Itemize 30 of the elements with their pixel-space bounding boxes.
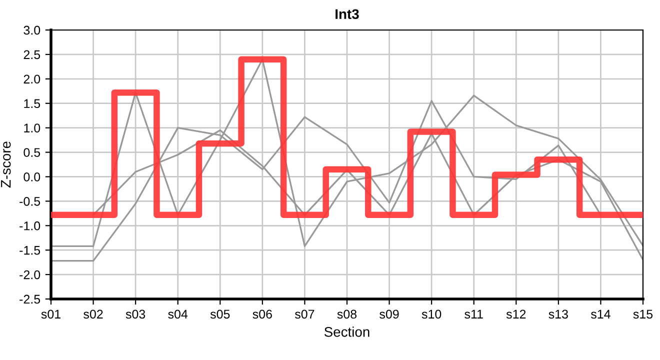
x-tick-label: s03 xyxy=(126,310,146,319)
x-tick-label: s14 xyxy=(590,310,610,319)
x-tick-label: s15 xyxy=(633,310,653,319)
x-tick-label: s05 xyxy=(210,310,230,319)
y-tick-label: -1.0 xyxy=(20,221,40,230)
y-tick-label: 1.0 xyxy=(24,124,40,132)
x-tick-label: s12 xyxy=(506,310,526,319)
y-tick-label: 0.0 xyxy=(24,172,40,182)
y-tick-label: 0.5 xyxy=(24,148,40,157)
x-tick-label: s02 xyxy=(84,310,103,319)
y-tick-label: 1.5 xyxy=(24,99,40,108)
x-tick-label: s01 xyxy=(41,310,60,319)
y-tick-label: 2.5 xyxy=(24,50,40,60)
y-tick-label: -0.5 xyxy=(20,196,40,206)
x-tick-label: s06 xyxy=(252,310,272,319)
x-tick-label: s10 xyxy=(422,310,442,319)
x-tick-label: s13 xyxy=(548,310,568,319)
y-tick-label: 3.0 xyxy=(24,26,40,35)
chart-title: Int3 xyxy=(336,9,359,20)
x-axis-title: Section xyxy=(324,326,370,337)
x-tick-label: s11 xyxy=(464,310,483,319)
y-axis-title: Z-score xyxy=(1,142,11,188)
y-tick-label: -2.5 xyxy=(20,294,40,304)
y-tick-label: -2.0 xyxy=(20,270,40,280)
y-tick-label: 2.0 xyxy=(24,74,40,84)
x-tick-label: s04 xyxy=(168,310,188,319)
x-tick-label: s09 xyxy=(380,310,399,319)
y-tick-label: -1.5 xyxy=(20,246,40,255)
x-tick-label: s08 xyxy=(337,310,357,319)
x-tick-label: s07 xyxy=(294,310,314,319)
